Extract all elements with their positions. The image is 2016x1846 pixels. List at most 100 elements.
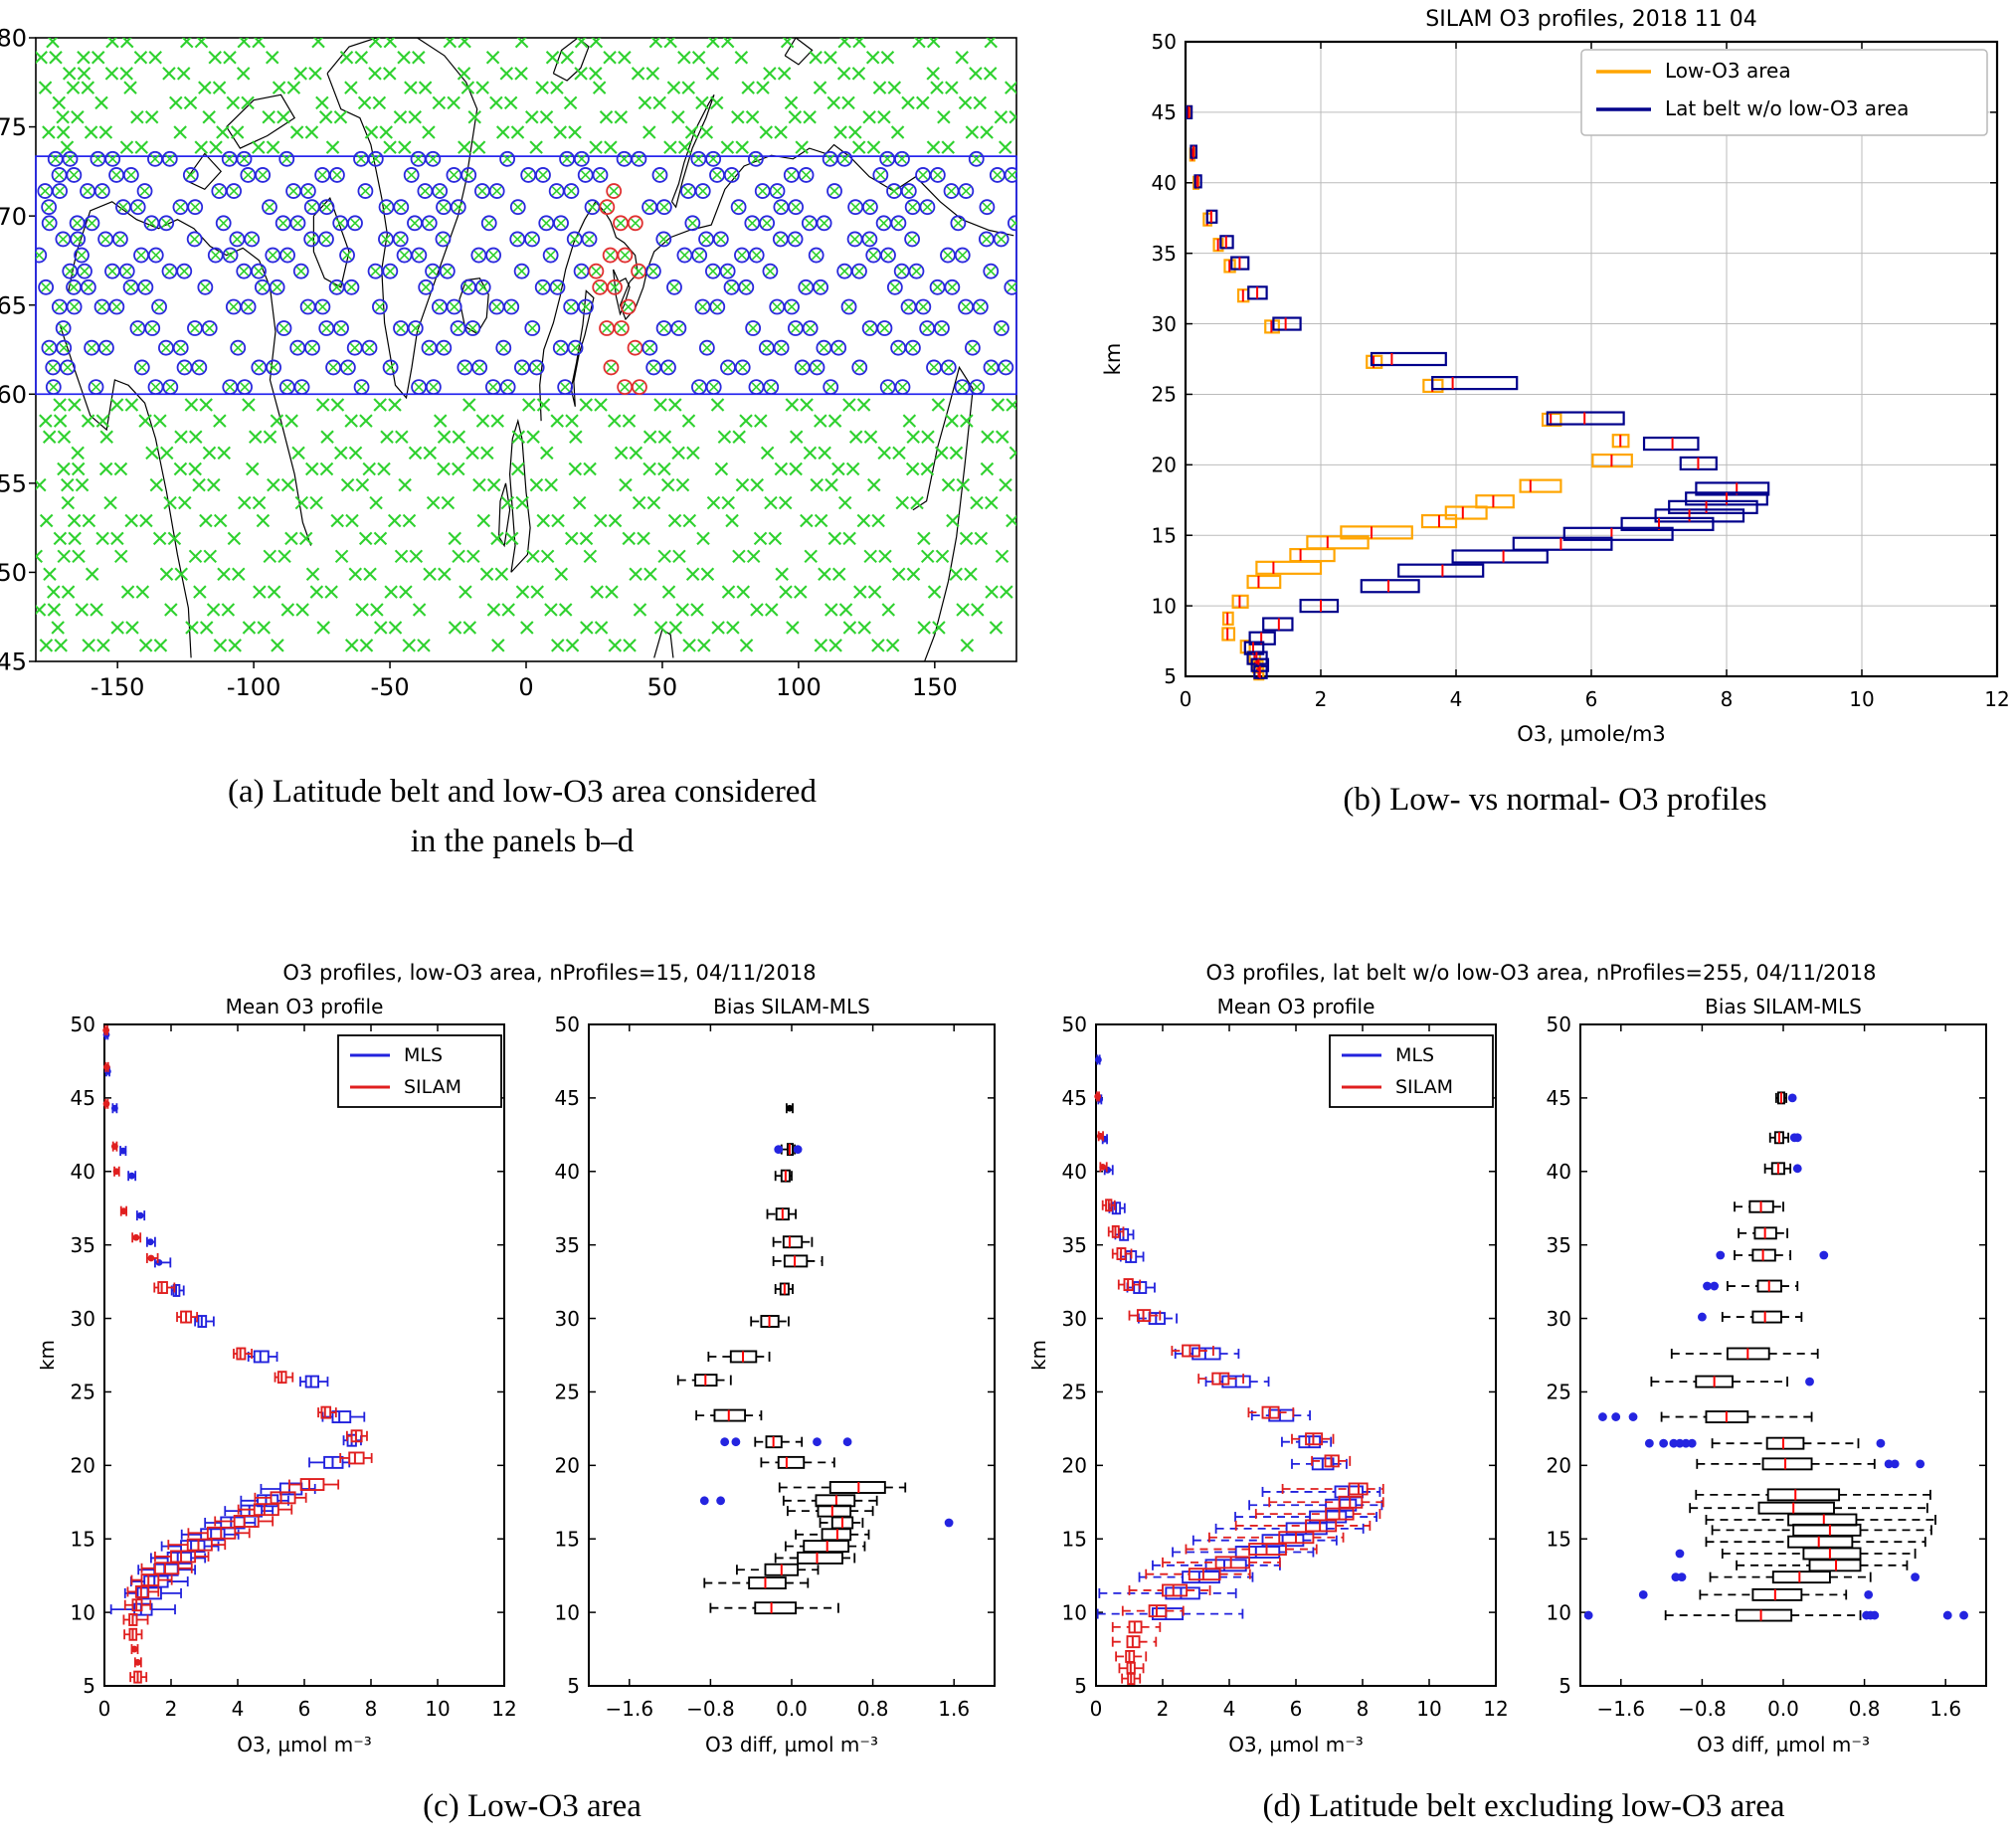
y-tick-label: 20 — [71, 1454, 95, 1478]
legend-label: SILAM — [1395, 1076, 1453, 1098]
series-lat-belt-w-o-low-o3-area — [1186, 104, 1770, 679]
y-tick-label: 15 — [71, 1527, 95, 1551]
mean-subplot-title: Mean O3 profile — [1217, 995, 1375, 1018]
y-tick-label: 35 — [71, 1233, 95, 1257]
legend: Low-O3 area Lat belt w/o low-O3 area — [1580, 49, 1988, 136]
mean-series-silam — [102, 1024, 373, 1684]
x-tick-label: 100 — [776, 673, 822, 701]
x-axis-label: O3, µmole/m3 — [1517, 722, 1666, 746]
x-tick-label: 0.0 — [776, 1697, 808, 1721]
x-tick-label: 4 — [232, 1697, 245, 1721]
legend-label: Lat belt w/o low-O3 area — [1665, 96, 1909, 120]
series-low-o3-area — [1186, 104, 1633, 681]
y-tick-label: 75 — [0, 113, 27, 141]
chart-title: O3 profiles, lat belt w/o low-O3 area, n… — [1206, 961, 1877, 985]
y-tick-label: 10 — [1547, 1600, 1571, 1624]
y-tick-label: 40 — [71, 1160, 95, 1184]
y-tick-label: 45 — [555, 1086, 580, 1110]
x-tick-label: 0 — [1180, 687, 1192, 711]
x-tick-label: 12 — [491, 1697, 516, 1721]
panel-b-silam-profiles-chart: 0 2 4 6 8 10 12 5 10 15 20 25 30 35 40 45 50 SILAM O3 pro… — [1101, 7, 2010, 746]
x-tick-label: 10 — [425, 1697, 450, 1721]
y-tick-label: 35 — [1547, 1233, 1571, 1257]
caption-a: (a) Latitude belt and low-O3 area consid… — [0, 768, 1044, 866]
x-tick-label: −0.8 — [686, 1697, 735, 1721]
y-tick-label: 10 — [1152, 594, 1177, 618]
y-tick-label: 15 — [1547, 1527, 1571, 1551]
y-tick-label: 25 — [1152, 383, 1177, 407]
y-tick-label: 25 — [1062, 1381, 1087, 1404]
y-tick-label: 30 — [555, 1307, 580, 1331]
x-tick-label: 0 — [98, 1697, 111, 1721]
y-tick-label: 15 — [555, 1527, 580, 1551]
mean-x-axis-label: O3, µmol m⁻³ — [237, 1733, 372, 1756]
y-tick-label: 20 — [555, 1454, 580, 1478]
mean-subplot-title: Mean O3 profile — [226, 995, 384, 1018]
panel-d-lat-belt-profiles-chart: O3 profiles, lat belt w/o low-O3 area, n… — [1031, 961, 1987, 1756]
bias-subplot-title: Bias SILAM-MLS — [713, 995, 870, 1018]
x-tick-label: 150 — [912, 673, 958, 701]
mean-x-axis-label: O3, µmol m⁻³ — [1228, 1733, 1364, 1756]
x-tick-label: -100 — [227, 673, 280, 701]
x-tick-label: 8 — [1357, 1697, 1370, 1721]
y-tick-label: 50 — [0, 559, 27, 587]
mean-series-silam — [1094, 1091, 1384, 1686]
y-tick-label: 50 — [1062, 1013, 1087, 1036]
caption-a-line2: in the panels b–d — [410, 823, 635, 859]
y-tick-label: 65 — [0, 291, 27, 319]
legend: MLS SILAM — [1329, 1034, 1494, 1108]
y-tick-label: 25 — [71, 1381, 95, 1404]
y-tick-label: 20 — [1152, 454, 1177, 477]
y-tick-label: 30 — [1062, 1307, 1087, 1331]
x-tick-label: −1.6 — [606, 1697, 654, 1721]
y-tick-label: 45 — [1547, 1086, 1571, 1110]
x-tick-label: 10 — [1416, 1697, 1441, 1721]
legend-label: Low-O3 area — [1665, 59, 1791, 83]
caption-a-line1: (a) Latitude belt and low-O3 area consid… — [228, 774, 817, 810]
y-tick-label: 20 — [1062, 1454, 1087, 1478]
mean-axes: 0 2 4 6 8 10 12 5 10 15 20 25 30 35 40 45 50 — [71, 1013, 517, 1721]
x-tick-label: 1.6 — [1929, 1697, 1961, 1721]
bias-axes: −1.6 −0.8 0.0 0.8 1.6 5 10 15 20 25 30 35 40 45 50 — [555, 1013, 996, 1721]
legend-label: MLS — [1395, 1044, 1434, 1066]
x-tick-label: 10 — [1849, 687, 1874, 711]
mean-axes: 0 2 4 6 8 10 12 5 10 15 20 25 30 35 40 45 50 — [1062, 1013, 1509, 1721]
x-tick-label: −0.8 — [1678, 1697, 1727, 1721]
y-tick-label: 30 — [1152, 312, 1177, 336]
x-tick-label: 12 — [1984, 687, 2009, 711]
y-tick-label: 20 — [1547, 1454, 1571, 1478]
y-tick-label: 50 — [1547, 1013, 1571, 1036]
caption-d: (d) Latitude belt excluding low-O3 area — [1262, 1788, 1785, 1824]
y-tick-label: 5 — [83, 1674, 95, 1698]
y-tick-label: 10 — [1062, 1600, 1087, 1624]
x-tick-label: 6 — [1585, 687, 1598, 711]
mean-y-axis-label: km — [1031, 1340, 1050, 1371]
y-tick-label: 40 — [1152, 171, 1177, 195]
x-tick-label: 6 — [1290, 1697, 1303, 1721]
y-tick-label: 40 — [1547, 1160, 1571, 1184]
y-axis-label: km — [1101, 343, 1125, 376]
x-tick-label: 8 — [1721, 687, 1734, 711]
x-tick-label: 0 — [1090, 1697, 1103, 1721]
legend-label: MLS — [404, 1044, 443, 1066]
x-tick-label: -150 — [91, 673, 144, 701]
y-tick-label: 60 — [0, 381, 27, 409]
caption-c: (c) Low-O3 area — [423, 1788, 641, 1824]
x-tick-label: 2 — [1315, 687, 1328, 711]
y-tick-label: 30 — [71, 1307, 95, 1331]
x-tick-label: 2 — [165, 1697, 178, 1721]
y-tick-label: 45 — [71, 1086, 95, 1110]
y-tick-label: 50 — [71, 1013, 95, 1036]
observation-markers — [36, 38, 1016, 652]
mean-series-mls — [102, 1029, 366, 1616]
x-tick-label: 0.8 — [857, 1697, 889, 1721]
x-tick-label: 0 — [518, 673, 533, 701]
x-tick-label: 12 — [1483, 1697, 1508, 1721]
mean-series-mls — [1094, 1054, 1383, 1621]
x-tick-label: 0.0 — [1767, 1697, 1799, 1721]
y-tick-label: 80 — [0, 25, 27, 53]
y-tick-label: 30 — [1547, 1307, 1571, 1331]
bias-boxplots — [676, 1103, 954, 1615]
y-tick-label: 15 — [1062, 1527, 1087, 1551]
